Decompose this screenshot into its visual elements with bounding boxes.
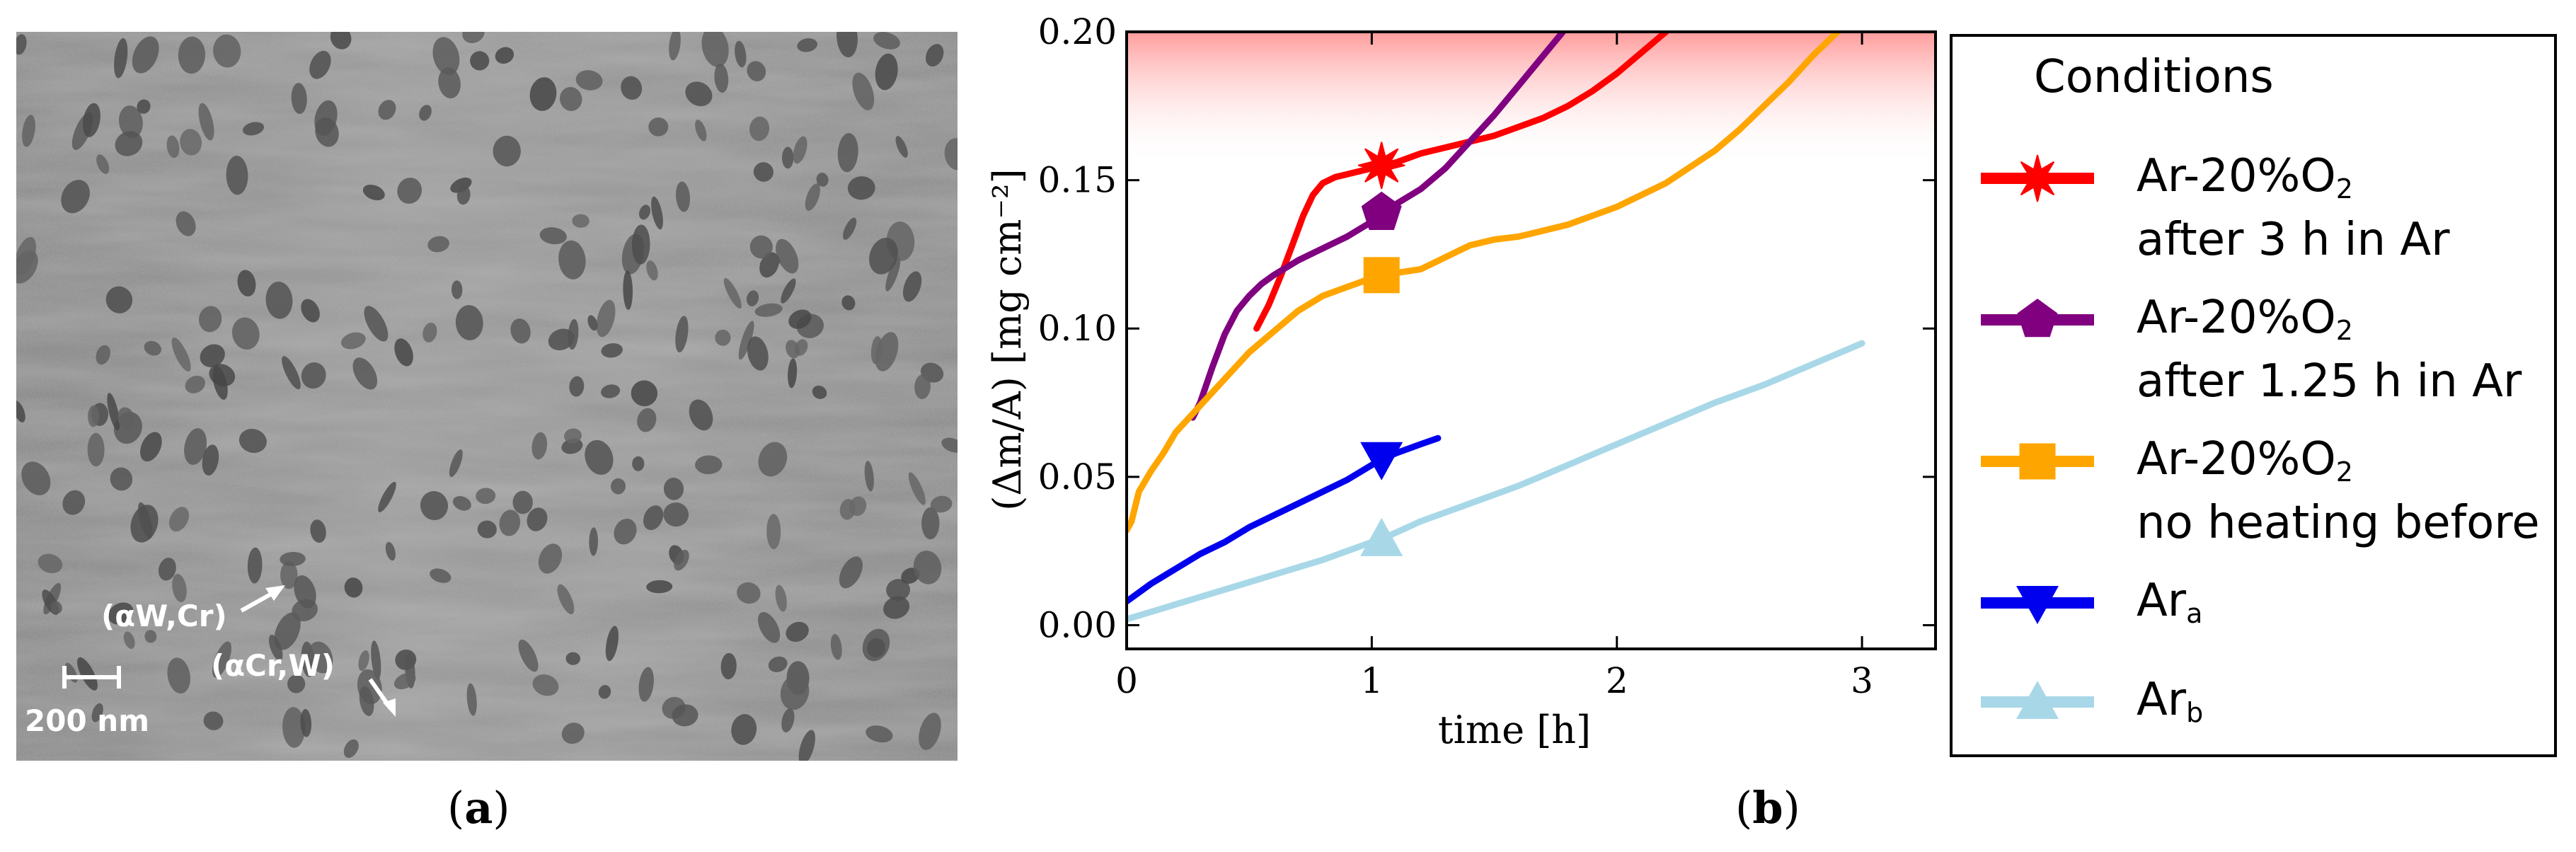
- legend-swatch-marker: [2016, 586, 2059, 624]
- legend-swatch-marker: [2016, 681, 2059, 719]
- legend-label: Ar-20%O2: [2137, 433, 2353, 488]
- series-line-1: [1190, 32, 1566, 421]
- y-axis-label: (Δm/A) [mg cm⁻²]: [985, 168, 1030, 510]
- x-tick-label: 0: [1115, 660, 1138, 701]
- legend-label-detail: after 1.25 h in Ar: [2137, 355, 2522, 408]
- critical-zone-shading: [1127, 32, 1936, 166]
- scale-bar-label: 200 nm: [25, 703, 149, 738]
- y-tick-label: 0.00: [1038, 604, 1117, 645]
- legend-label: Ar-20%O2: [2137, 150, 2353, 205]
- legend-label: Ara: [2137, 575, 2203, 629]
- x-tick-label: 1: [1360, 660, 1383, 701]
- legend-label: Ar-20%O2: [2137, 292, 2353, 346]
- legend: Conditions Ar-20%O2 after 3 h in Ar Ar-20%…: [1950, 34, 2557, 757]
- series-marker-4: [1360, 517, 1403, 556]
- legend-title: Conditions: [2034, 51, 2274, 103]
- legend-label-detail: no heating before: [2137, 497, 2540, 549]
- legend-swatch-marker: [2013, 154, 2062, 202]
- x-tick-label: 2: [1606, 660, 1628, 701]
- series-marker-0: [1357, 142, 1405, 189]
- label-alpha-cr: (αCr,W): [211, 648, 335, 683]
- legend-swatch-marker: [2019, 443, 2056, 480]
- scale-bar: 200 nm: [25, 666, 149, 738]
- annotation-alpha-cr: (αCr,W): [211, 648, 396, 717]
- legend-label: Arb: [2137, 674, 2204, 728]
- x-tick-label: 3: [1851, 660, 1873, 701]
- series-line-4: [1127, 340, 1865, 623]
- series-marker-2: [1363, 257, 1400, 294]
- legend-swatch-marker: [2017, 299, 2058, 338]
- y-tick-label: 0.20: [1038, 11, 1117, 52]
- series-marker-3: [1360, 442, 1403, 480]
- panel-b-label: (b): [1735, 782, 1800, 834]
- legend-label-detail: after 3 h in Ar: [2137, 214, 2450, 266]
- sem-micrograph: (αW,Cr) (αCr,W) 200 nm: [16, 32, 958, 761]
- x-axis-label: time [h]: [1438, 708, 1591, 752]
- mass-gain-chart: 0 1 2 3 0.00 0.05 0.10 0.15 0.20 time [h] (Δm/A)…: [985, 11, 1937, 752]
- annotation-alpha-w: (αW,Cr): [101, 585, 285, 633]
- y-tick-label: 0.15: [1038, 160, 1117, 201]
- y-tick-label: 0.10: [1038, 308, 1117, 349]
- plot-frame: [1125, 30, 1937, 650]
- precipitate-particles: [16, 32, 958, 761]
- y-tick-label: 0.05: [1038, 456, 1117, 497]
- label-alpha-w: (αW,Cr): [101, 599, 227, 633]
- series-marker-1: [1361, 191, 1402, 230]
- panel-a-label: (a): [447, 782, 510, 834]
